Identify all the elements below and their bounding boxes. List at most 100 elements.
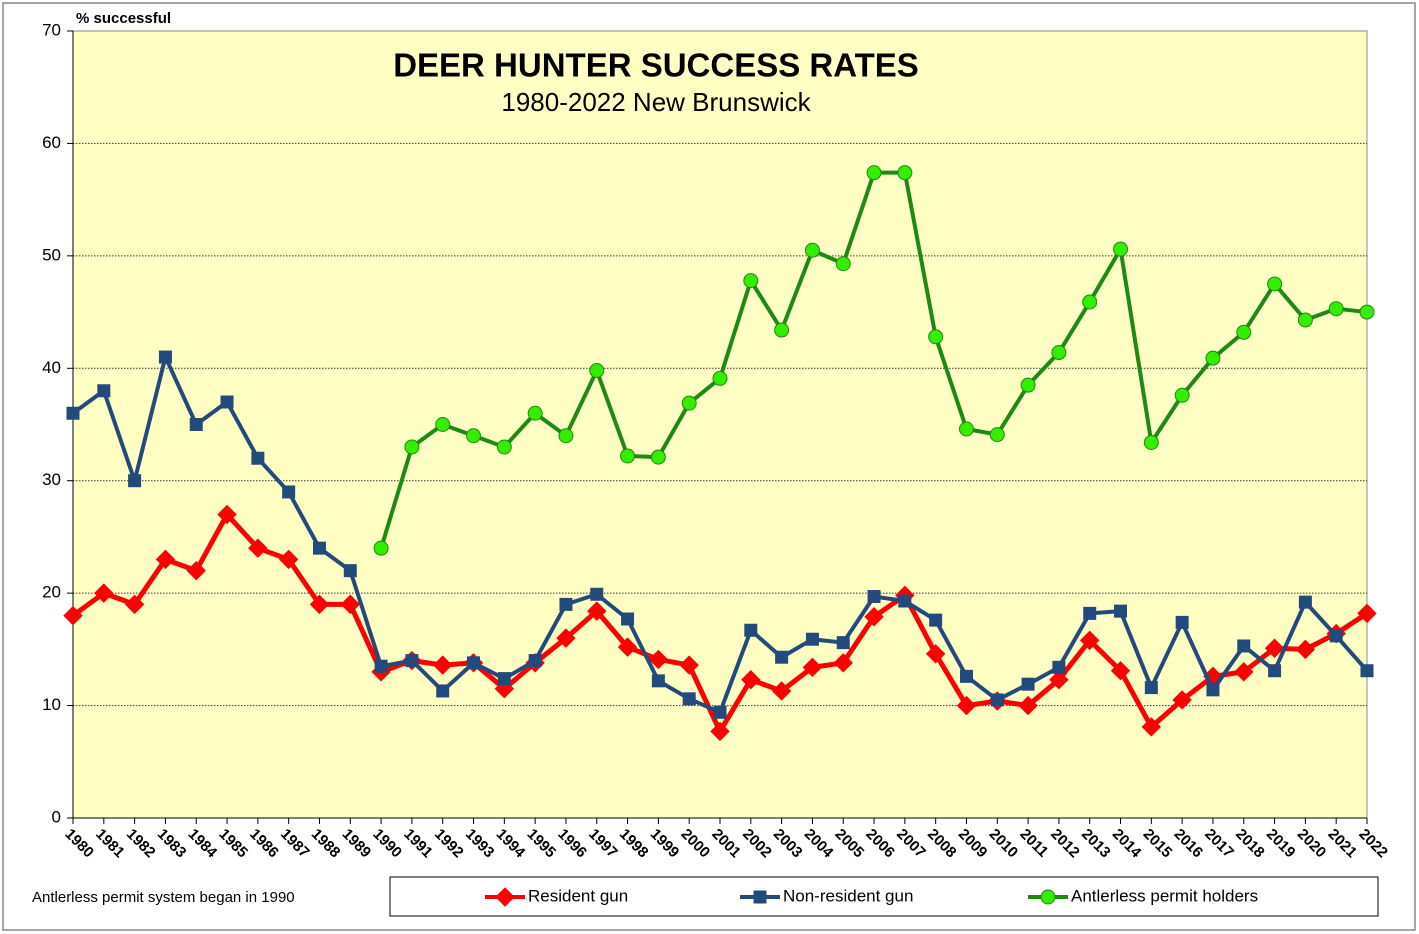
data-point bbox=[433, 655, 453, 675]
data-point bbox=[956, 695, 977, 716]
data-point bbox=[617, 637, 638, 657]
data-point bbox=[528, 654, 542, 668]
data-point bbox=[1018, 695, 1038, 716]
data-point bbox=[833, 653, 853, 673]
data-point bbox=[1329, 629, 1343, 643]
y-tick-label: 40 bbox=[42, 358, 61, 377]
data-point bbox=[466, 428, 482, 444]
legend-label: Non-resident gun bbox=[783, 886, 913, 905]
data-point bbox=[558, 428, 574, 444]
data-point bbox=[864, 607, 884, 627]
data-point bbox=[189, 418, 203, 431]
data-point bbox=[805, 632, 819, 646]
data-point bbox=[435, 417, 451, 432]
data-point bbox=[1359, 304, 1375, 320]
data-point bbox=[1206, 683, 1220, 697]
data-point bbox=[650, 449, 666, 465]
legend-marker bbox=[1040, 889, 1056, 905]
data-point bbox=[1114, 604, 1128, 618]
data-point bbox=[282, 485, 296, 499]
y-tick-label: 30 bbox=[42, 470, 61, 489]
y-axis-label: % successful bbox=[76, 10, 171, 27]
data-point bbox=[1357, 603, 1377, 624]
legend bbox=[389, 876, 1379, 917]
data-point bbox=[802, 657, 823, 678]
data-point bbox=[1113, 241, 1129, 257]
data-point bbox=[278, 549, 299, 570]
data-point bbox=[1175, 615, 1189, 629]
data-point bbox=[651, 674, 665, 688]
data-point bbox=[155, 549, 176, 570]
data-point bbox=[928, 329, 944, 345]
data-point bbox=[158, 350, 172, 364]
data-point bbox=[1110, 661, 1131, 681]
chart-subtitle: 1980-2022 New Brunswick bbox=[501, 87, 811, 117]
legend-label: Antlerless permit holders bbox=[1071, 886, 1258, 905]
data-point bbox=[374, 659, 388, 673]
data-point bbox=[309, 594, 330, 615]
data-point bbox=[1143, 434, 1159, 450]
data-point bbox=[527, 405, 543, 421]
data-point bbox=[1298, 595, 1312, 609]
data-point bbox=[1236, 324, 1252, 340]
legend-marker bbox=[753, 890, 767, 904]
data-point bbox=[929, 613, 943, 627]
data-point bbox=[1080, 630, 1100, 651]
data-point bbox=[587, 601, 607, 621]
data-point bbox=[66, 406, 80, 420]
data-point bbox=[248, 538, 268, 558]
y-tick-label: 60 bbox=[42, 133, 61, 152]
data-point bbox=[497, 672, 511, 686]
data-point bbox=[312, 541, 326, 555]
legend-label: Resident gun bbox=[528, 886, 628, 905]
data-point bbox=[681, 395, 697, 411]
data-point bbox=[1020, 377, 1036, 393]
data-point bbox=[405, 654, 419, 668]
data-point bbox=[682, 692, 696, 706]
y-tick-label: 0 bbox=[52, 807, 61, 826]
data-point bbox=[559, 597, 573, 611]
data-point bbox=[741, 670, 761, 690]
data-point bbox=[436, 684, 450, 698]
data-point bbox=[1172, 690, 1192, 710]
data-point bbox=[835, 256, 851, 272]
y-tick-label: 20 bbox=[42, 583, 61, 602]
data-point bbox=[1295, 639, 1316, 660]
data-point bbox=[898, 594, 912, 608]
data-point bbox=[556, 628, 576, 648]
data-point bbox=[1051, 345, 1067, 361]
data-point bbox=[648, 649, 669, 670]
data-point bbox=[836, 636, 850, 650]
y-tick-label: 50 bbox=[42, 245, 61, 264]
data-point bbox=[959, 669, 973, 683]
data-point bbox=[1082, 294, 1098, 310]
data-point bbox=[710, 721, 730, 742]
data-point bbox=[679, 655, 699, 675]
data-point bbox=[373, 540, 389, 556]
data-point bbox=[94, 583, 114, 603]
data-point bbox=[404, 439, 420, 455]
data-point bbox=[1268, 664, 1282, 678]
data-point bbox=[1360, 664, 1374, 678]
data-point bbox=[958, 421, 974, 437]
data-point bbox=[1234, 662, 1254, 682]
data-point bbox=[712, 370, 728, 386]
data-point bbox=[97, 384, 111, 398]
data-point bbox=[990, 693, 1004, 707]
data-point bbox=[467, 656, 481, 670]
data-point bbox=[744, 623, 758, 637]
data-point bbox=[186, 560, 206, 581]
data-point bbox=[1328, 301, 1344, 317]
data-point bbox=[925, 644, 946, 664]
data-point bbox=[897, 165, 913, 181]
data-point bbox=[621, 612, 635, 626]
data-point bbox=[340, 594, 360, 615]
data-point bbox=[775, 650, 789, 664]
data-point bbox=[63, 605, 83, 626]
data-point bbox=[1049, 670, 1069, 690]
data-point bbox=[220, 395, 234, 409]
data-point bbox=[1267, 276, 1283, 292]
data-point bbox=[713, 705, 727, 719]
data-point bbox=[989, 427, 1005, 443]
